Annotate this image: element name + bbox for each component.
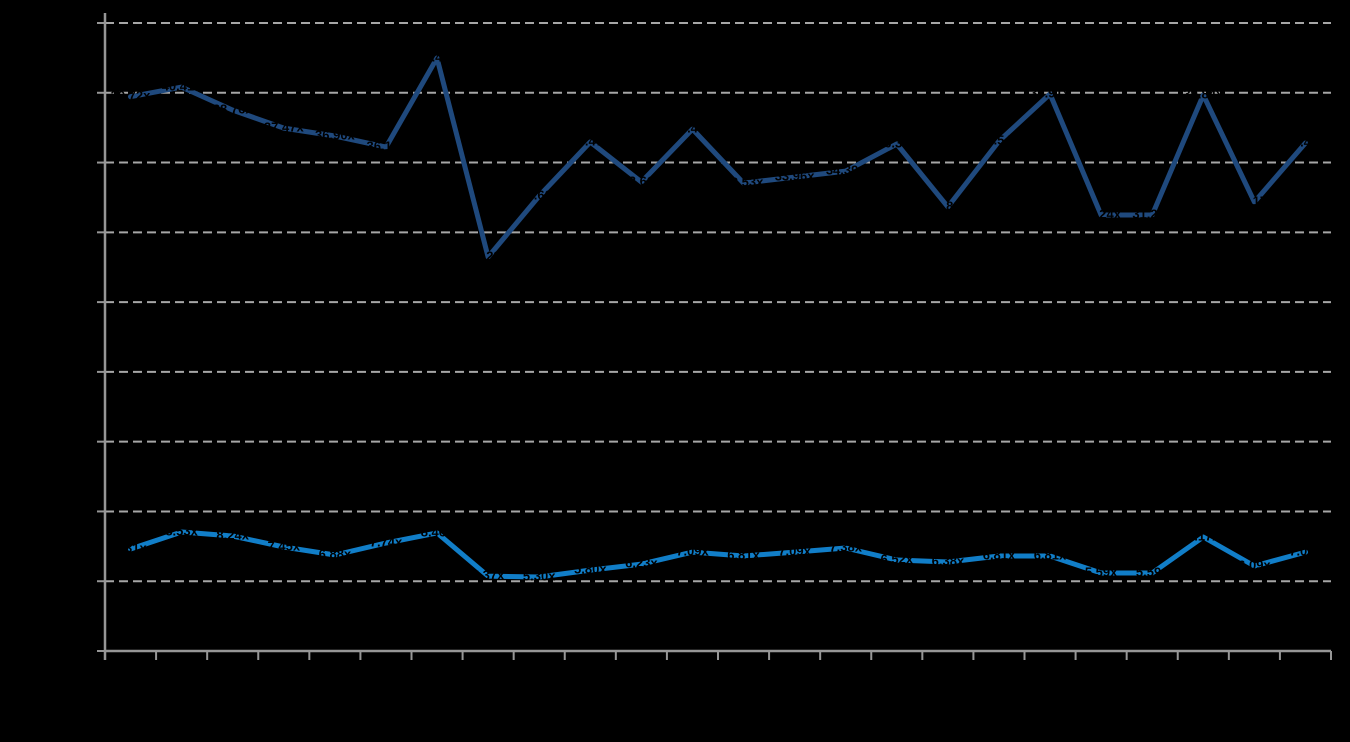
data-label: 36.54x <box>979 133 1020 148</box>
data-label: 6.88x <box>319 546 352 561</box>
data-label: 8.17x <box>1187 528 1220 543</box>
data-label: 6.09x <box>1238 557 1271 572</box>
data-label: 31.82x <box>928 198 969 213</box>
data-label: 36.90x <box>315 127 356 142</box>
data-label: 8.46x <box>421 524 454 539</box>
data-label: 42.49x <box>417 49 458 64</box>
data-label: 7.74x <box>370 534 403 549</box>
axes <box>103 13 1331 660</box>
data-label: 6.81x <box>1034 547 1067 562</box>
data-label: 5.80x <box>574 562 607 577</box>
series-dark-blue-series <box>128 55 1308 260</box>
gridlines <box>105 22 1331 583</box>
data-label: 28.23x <box>468 248 509 263</box>
y-axis-ticks <box>97 22 105 652</box>
data-label: 32.60x <box>519 187 560 202</box>
data-labels-dark-blue-series: 39.72x 40.41x 38.76x 37.47x 36.90x 36.11x 42.4… <box>111 49 1327 263</box>
data-label: 7.09x <box>1289 544 1322 559</box>
data-label: 39.72x <box>111 88 152 103</box>
data-label: 7.09x <box>676 544 709 559</box>
data-label: 6.81x <box>727 547 760 562</box>
data-label: 37.40x <box>673 121 714 136</box>
data-label: 5.30x <box>523 568 556 583</box>
data-labels-light-blue-series: 7.31x 8.53x 8.24x 7.45x 6.88x 7.74x 8.46x 5.37x… <box>114 523 1322 583</box>
data-label: 40.41x <box>162 79 203 94</box>
data-label: 32.17x <box>1235 193 1276 208</box>
data-label: 33.61x <box>622 173 663 188</box>
data-label: 6.38x <box>932 553 965 568</box>
data-label: 7.45x <box>268 538 301 553</box>
data-label: 8.53x <box>165 523 198 538</box>
data-label: 31.24x <box>1081 206 1122 221</box>
data-label: 36.40x <box>1286 134 1327 149</box>
data-label: 38.76x <box>213 102 254 117</box>
data-label: 5.37x <box>472 568 505 583</box>
data-label: 6.52x <box>881 551 914 566</box>
data-label: 36.11x <box>366 139 406 154</box>
data-label: 6.23x <box>625 556 658 571</box>
data-label: 36.47x <box>570 133 611 148</box>
light-blue-series-line <box>128 529 1308 580</box>
data-label: 7.09x <box>778 544 811 559</box>
data-label: 33.96x <box>775 169 816 184</box>
data-label: 6.81x <box>983 547 1016 562</box>
data-label: 34.39x <box>826 163 867 178</box>
data-label: 31.24x <box>1132 206 1173 221</box>
data-label: 33.53x <box>724 175 765 190</box>
data-label: 37.47x <box>264 120 305 135</box>
data-label: 7.38x <box>829 539 862 554</box>
data-label: 39.84x <box>1183 86 1224 101</box>
series-light-blue-series <box>128 529 1308 580</box>
data-label: 7.31x <box>114 540 147 555</box>
data-label: 36.33x <box>877 135 918 150</box>
dark-blue-series-line <box>128 55 1308 260</box>
data-label: 8.24x <box>216 527 249 542</box>
data-label: 39.91x <box>1030 85 1071 100</box>
data-label: 5.59x <box>1136 564 1169 579</box>
x-axis-ticks <box>104 651 1332 660</box>
data-label: 5.59x <box>1085 564 1118 579</box>
